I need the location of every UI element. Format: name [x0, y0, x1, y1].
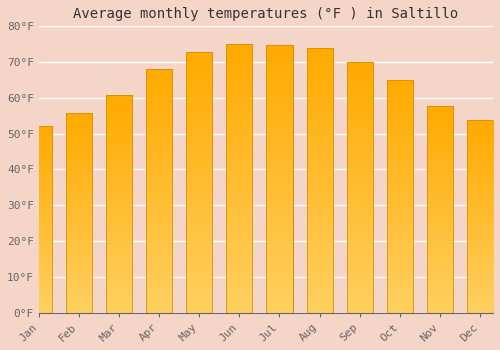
Bar [106, 95, 132, 313]
Bar [266, 45, 292, 313]
Bar [427, 106, 453, 313]
Bar [106, 95, 132, 313]
Title: Average monthly temperatures (°F ) in Saltillo: Average monthly temperatures (°F ) in Sa… [74, 7, 458, 21]
Bar [186, 52, 212, 313]
Bar [266, 45, 292, 313]
Bar [26, 126, 52, 313]
Bar [427, 106, 453, 313]
Bar [467, 120, 493, 313]
Bar [26, 126, 52, 313]
Bar [66, 113, 92, 313]
Bar [146, 69, 172, 313]
Bar [346, 62, 372, 313]
Bar [467, 120, 493, 313]
Bar [387, 80, 413, 313]
Bar [387, 80, 413, 313]
Bar [186, 52, 212, 313]
Bar [306, 48, 332, 313]
Bar [306, 48, 332, 313]
Bar [66, 113, 92, 313]
Bar [226, 44, 252, 313]
Bar [226, 44, 252, 313]
Bar [146, 69, 172, 313]
Bar [346, 62, 372, 313]
